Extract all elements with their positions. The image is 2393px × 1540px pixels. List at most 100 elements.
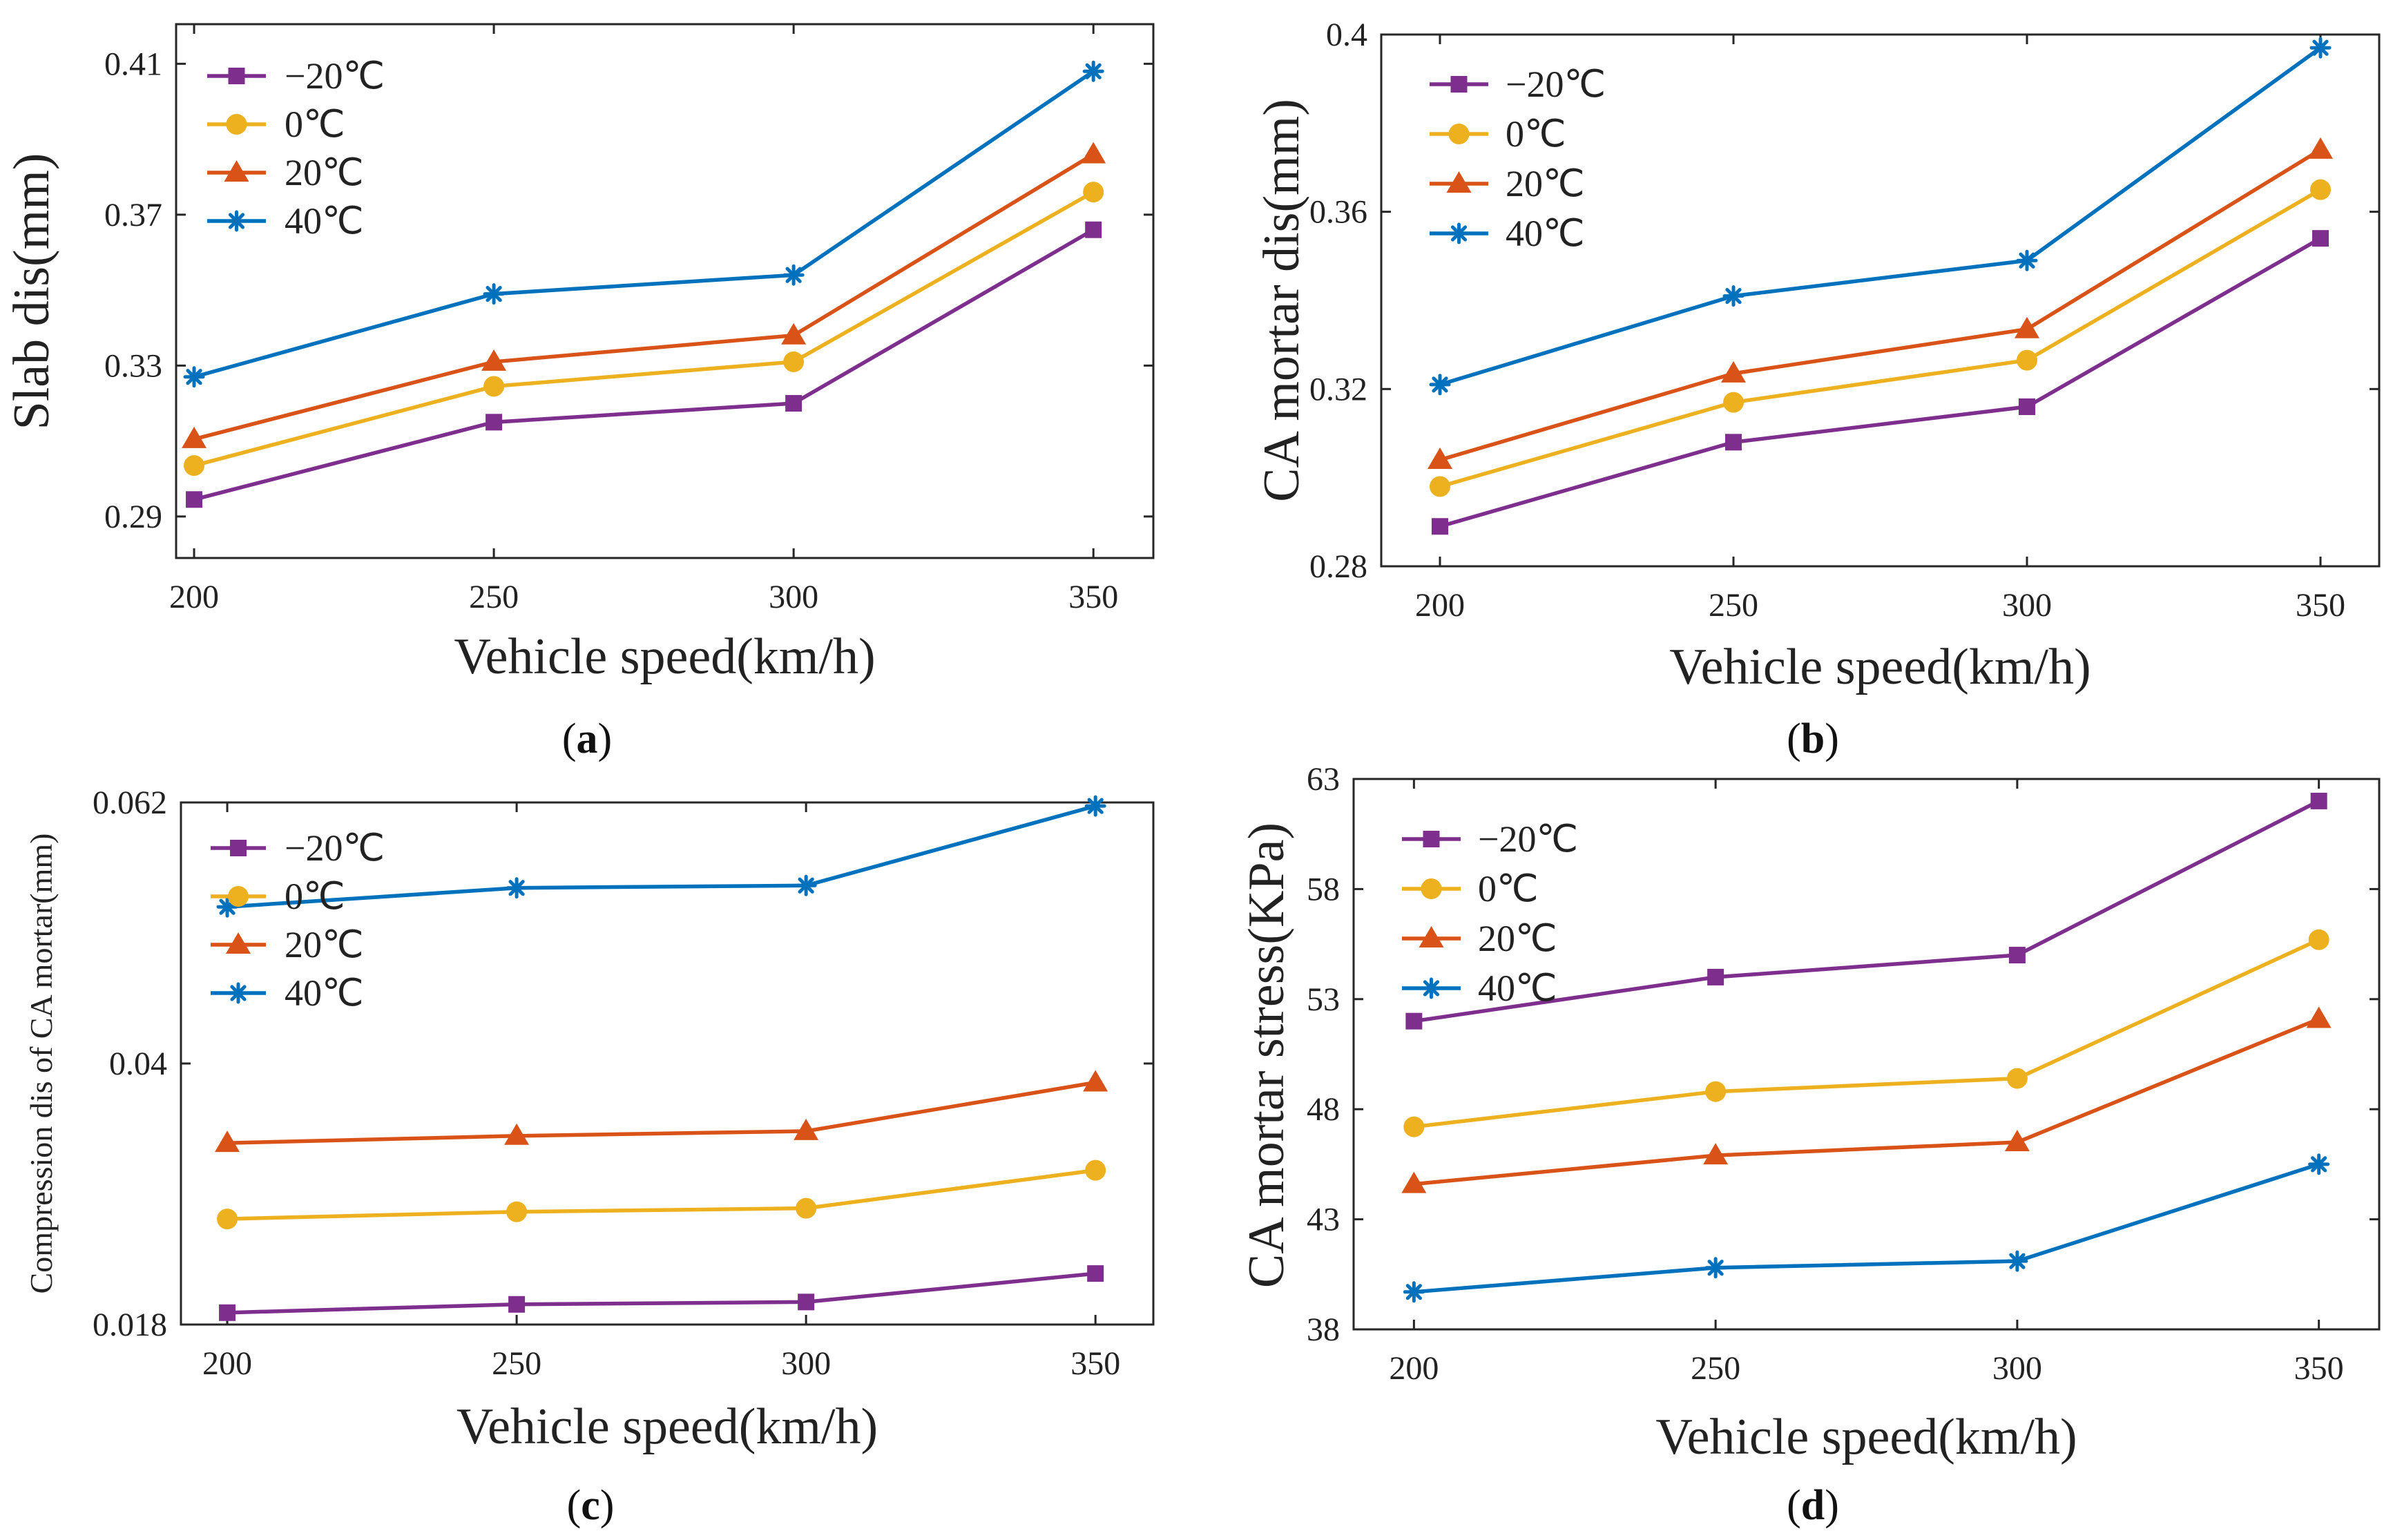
x-tick-label: 350 <box>1070 1345 1120 1382</box>
caption-paren: ( <box>562 715 577 762</box>
y-tick-label: 0.28 <box>1309 548 1367 585</box>
data-point-20C <box>481 349 507 371</box>
chart-panel-d: 200 250 300 350 38 43 48 53 58 63 Vehicle speed(km… <box>1238 761 2381 1529</box>
y-axis-label: CA mortar dis(mm) <box>1253 99 1310 502</box>
x-tick-label: 350 <box>1068 579 1118 615</box>
series-line-20C <box>227 1080 1096 1145</box>
series-line--20C <box>1439 236 2322 528</box>
y-axis-label: Compression dis of CA mortar(mm) <box>23 834 59 1294</box>
y-axis-label: Slab dis(mm) <box>3 153 60 430</box>
star-marker-stroke <box>1423 980 1440 997</box>
legend-marker-40C <box>227 982 249 1004</box>
data-point-40C <box>1429 374 1451 396</box>
star-marker-stroke <box>186 369 202 385</box>
data-point--20C <box>1432 518 1448 535</box>
data-point--20C <box>2019 398 2035 415</box>
data-point--20C <box>2312 230 2329 247</box>
data-point-20C <box>182 426 207 448</box>
legend-label--20C: −20℃ <box>1506 64 1606 105</box>
y-tick-label: 0.32 <box>1309 371 1367 407</box>
panel-caption: (b) <box>1787 715 1839 762</box>
data-point-20C <box>504 1123 530 1145</box>
star-marker-stroke <box>798 877 814 894</box>
data-point--20C <box>2310 792 2327 809</box>
star-marker-stroke <box>230 985 247 1001</box>
legend-label-40C: 40℃ <box>285 200 364 242</box>
x-tick-label: 300 <box>781 1345 831 1382</box>
x-tick-label: 250 <box>1709 587 1758 624</box>
y-tick-label: 0.018 <box>93 1307 167 1343</box>
y-tick-label: 53 <box>1307 981 1340 1018</box>
legend-marker-40C <box>1448 222 1470 244</box>
caption-paren: ( <box>567 1482 582 1529</box>
x-tick-label: 300 <box>1992 1350 2042 1387</box>
data-point-0C <box>184 455 205 477</box>
legend-marker--20C <box>1423 831 1440 847</box>
data-point--20C <box>785 395 803 412</box>
data-point-0C <box>796 1197 817 1219</box>
series-line-0C <box>193 190 1095 468</box>
caption-letter: c <box>581 1482 600 1529</box>
series-line-0C <box>1414 938 2320 1129</box>
y-tick-label: 43 <box>1307 1202 1340 1238</box>
x-axis-label: Vehicle speed(km/h) <box>1655 1409 2077 1465</box>
data-point-0C <box>217 1209 238 1230</box>
data-point-0C <box>1083 182 1104 203</box>
y-tick-label: 0.062 <box>93 785 167 821</box>
data-point-40C <box>506 877 528 899</box>
data-point--20C <box>1405 1012 1423 1030</box>
legend-label-0C: 0℃ <box>1478 868 1539 909</box>
star-marker-stroke <box>2019 252 2035 269</box>
legend-label-40C: 40℃ <box>1506 213 1585 254</box>
legend-label-20C: 20℃ <box>1506 163 1585 204</box>
legend-marker--20C <box>228 68 245 84</box>
data-point-20C <box>2015 316 2039 338</box>
data-point--20C <box>186 491 203 508</box>
axes-box <box>1352 778 2381 1331</box>
data-point-0C <box>783 351 805 372</box>
x-axis-label: Vehicle speed(km/h) <box>454 628 875 685</box>
series-line-20C <box>1414 1017 2320 1186</box>
caption-paren: ) <box>1825 715 1839 762</box>
legend-label-0C: 0℃ <box>285 876 345 917</box>
star-marker-stroke <box>1450 225 1468 242</box>
y-tick-label: 0.4 <box>1326 17 1367 53</box>
data-point-40C <box>782 264 805 286</box>
legend-marker-0C <box>228 886 249 907</box>
data-point--20C <box>1085 221 1102 238</box>
caption-paren: ) <box>600 1482 615 1529</box>
axes-box <box>175 23 1155 559</box>
data-point-40C <box>1704 1257 1727 1279</box>
legend-marker-20C <box>1419 926 1444 947</box>
legend-marker--20C <box>230 840 247 856</box>
x-tick-label: 250 <box>1691 1350 1740 1387</box>
chart-panel-b: 200 250 300 350 0.28 0.32 0.36 0.4 Vehicle speed… <box>1253 17 2381 762</box>
star-marker-stroke <box>2312 39 2329 56</box>
star-marker-stroke <box>2009 1253 2026 1269</box>
data-point-20C <box>1081 142 1106 164</box>
data-point--20C <box>1087 1265 1104 1282</box>
data-point-40C <box>1403 1281 1425 1303</box>
x-tick-label: 300 <box>2002 587 2052 624</box>
legend-marker-40C <box>1421 977 1442 999</box>
legend-marker-20C <box>226 932 251 954</box>
legend-label--20C: −20℃ <box>285 55 385 97</box>
data-point--20C <box>508 1296 526 1313</box>
series-line--20C <box>1413 799 2320 1023</box>
data-point--20C <box>798 1293 815 1311</box>
data-point-0C <box>1723 392 1744 413</box>
legend-marker-20C <box>224 160 249 182</box>
data-point-0C <box>2017 349 2037 371</box>
y-tick-label: 0.41 <box>104 46 162 82</box>
legend-label-20C: 20℃ <box>285 152 364 193</box>
data-point-0C <box>483 376 505 397</box>
series-line-0C <box>1439 188 2322 489</box>
legend-marker--20C <box>1450 76 1468 93</box>
caption-paren: ) <box>598 715 613 762</box>
axes-box <box>1380 33 2381 568</box>
y-tick-label: 38 <box>1307 1311 1340 1348</box>
data-point-40C <box>2006 1250 2028 1272</box>
y-tick-label: 0.29 <box>104 499 162 535</box>
caption-letter: d <box>1801 1482 1825 1529</box>
